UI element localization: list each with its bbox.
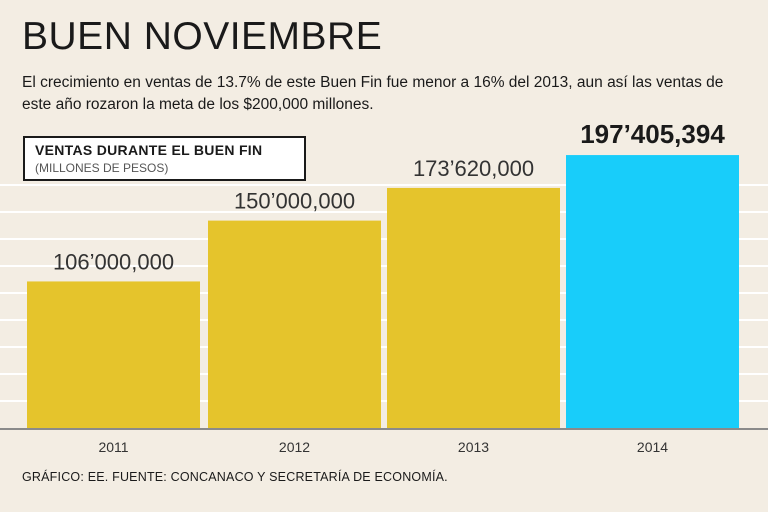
x-tick-label-2011: 2011	[98, 439, 128, 455]
legend-box: VENTAS DURANTE EL BUEN FIN (MILLONES DE …	[23, 136, 306, 181]
data-label-2011: 106’000,000	[53, 249, 174, 274]
bar-2013	[387, 187, 560, 428]
chart-subtitle: El crecimiento en ventas de 13.7% de est…	[22, 74, 724, 113]
x-tick-label-2014: 2014	[637, 439, 668, 455]
x-tick-label-2012: 2012	[279, 439, 310, 455]
legend-title: VENTAS DURANTE EL BUEN FIN	[35, 142, 263, 158]
legend-units: (MILLONES DE PESOS)	[35, 161, 169, 175]
data-label-2014: 197’405,394	[580, 119, 725, 149]
x-tick-label-2013: 2013	[458, 439, 489, 455]
chart-title: BUEN NOVIEMBRE	[22, 15, 383, 58]
bar-2011	[27, 281, 200, 428]
data-label-2013: 173’620,000	[413, 156, 534, 181]
data-label-2012: 150’000,000	[234, 189, 355, 214]
bar-2012	[208, 220, 381, 428]
source-credit: GRÁFICO: EE. FUENTE: CONCANACO Y SECRETA…	[22, 470, 448, 484]
bar-2014	[566, 155, 739, 428]
